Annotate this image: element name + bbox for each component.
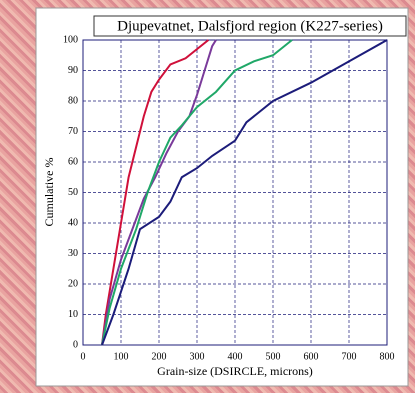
y-tick-label: 20	[68, 278, 78, 289]
x-tick-label: 200	[152, 351, 167, 362]
x-tick-label: 600	[304, 351, 319, 362]
y-tick-label: 60	[68, 156, 78, 167]
y-tick-label: 10	[68, 309, 78, 320]
chart: Djupevatnet, Dalsfjord region (K227-seri…	[0, 0, 415, 393]
y-tick-label: 0	[73, 339, 78, 350]
y-axis-label: Cumulative %	[42, 158, 56, 227]
x-tick-label: 700	[342, 351, 357, 362]
chart-panel	[36, 8, 408, 386]
page: Djupevatnet, Dalsfjord region (K227-seri…	[0, 0, 415, 393]
y-tick-label: 30	[68, 248, 78, 259]
y-tick-label: 50	[68, 187, 78, 198]
y-tick-label: 100	[63, 34, 78, 45]
x-tick-label: 800	[380, 351, 395, 362]
x-tick-label: 0	[81, 351, 86, 362]
y-tick-label: 90	[68, 65, 78, 76]
y-tick-label: 70	[68, 126, 78, 137]
x-tick-label: 500	[266, 351, 281, 362]
y-tick-label: 80	[68, 95, 78, 106]
chart-title: Djupevatnet, Dalsfjord region (K227-seri…	[117, 18, 383, 34]
x-tick-label: 300	[190, 351, 205, 362]
x-axis-label: Grain-size (DSIRCLE, microns)	[157, 364, 313, 378]
y-tick-label: 40	[68, 217, 78, 228]
x-tick-label: 100	[114, 351, 129, 362]
x-tick-label: 400	[228, 351, 243, 362]
